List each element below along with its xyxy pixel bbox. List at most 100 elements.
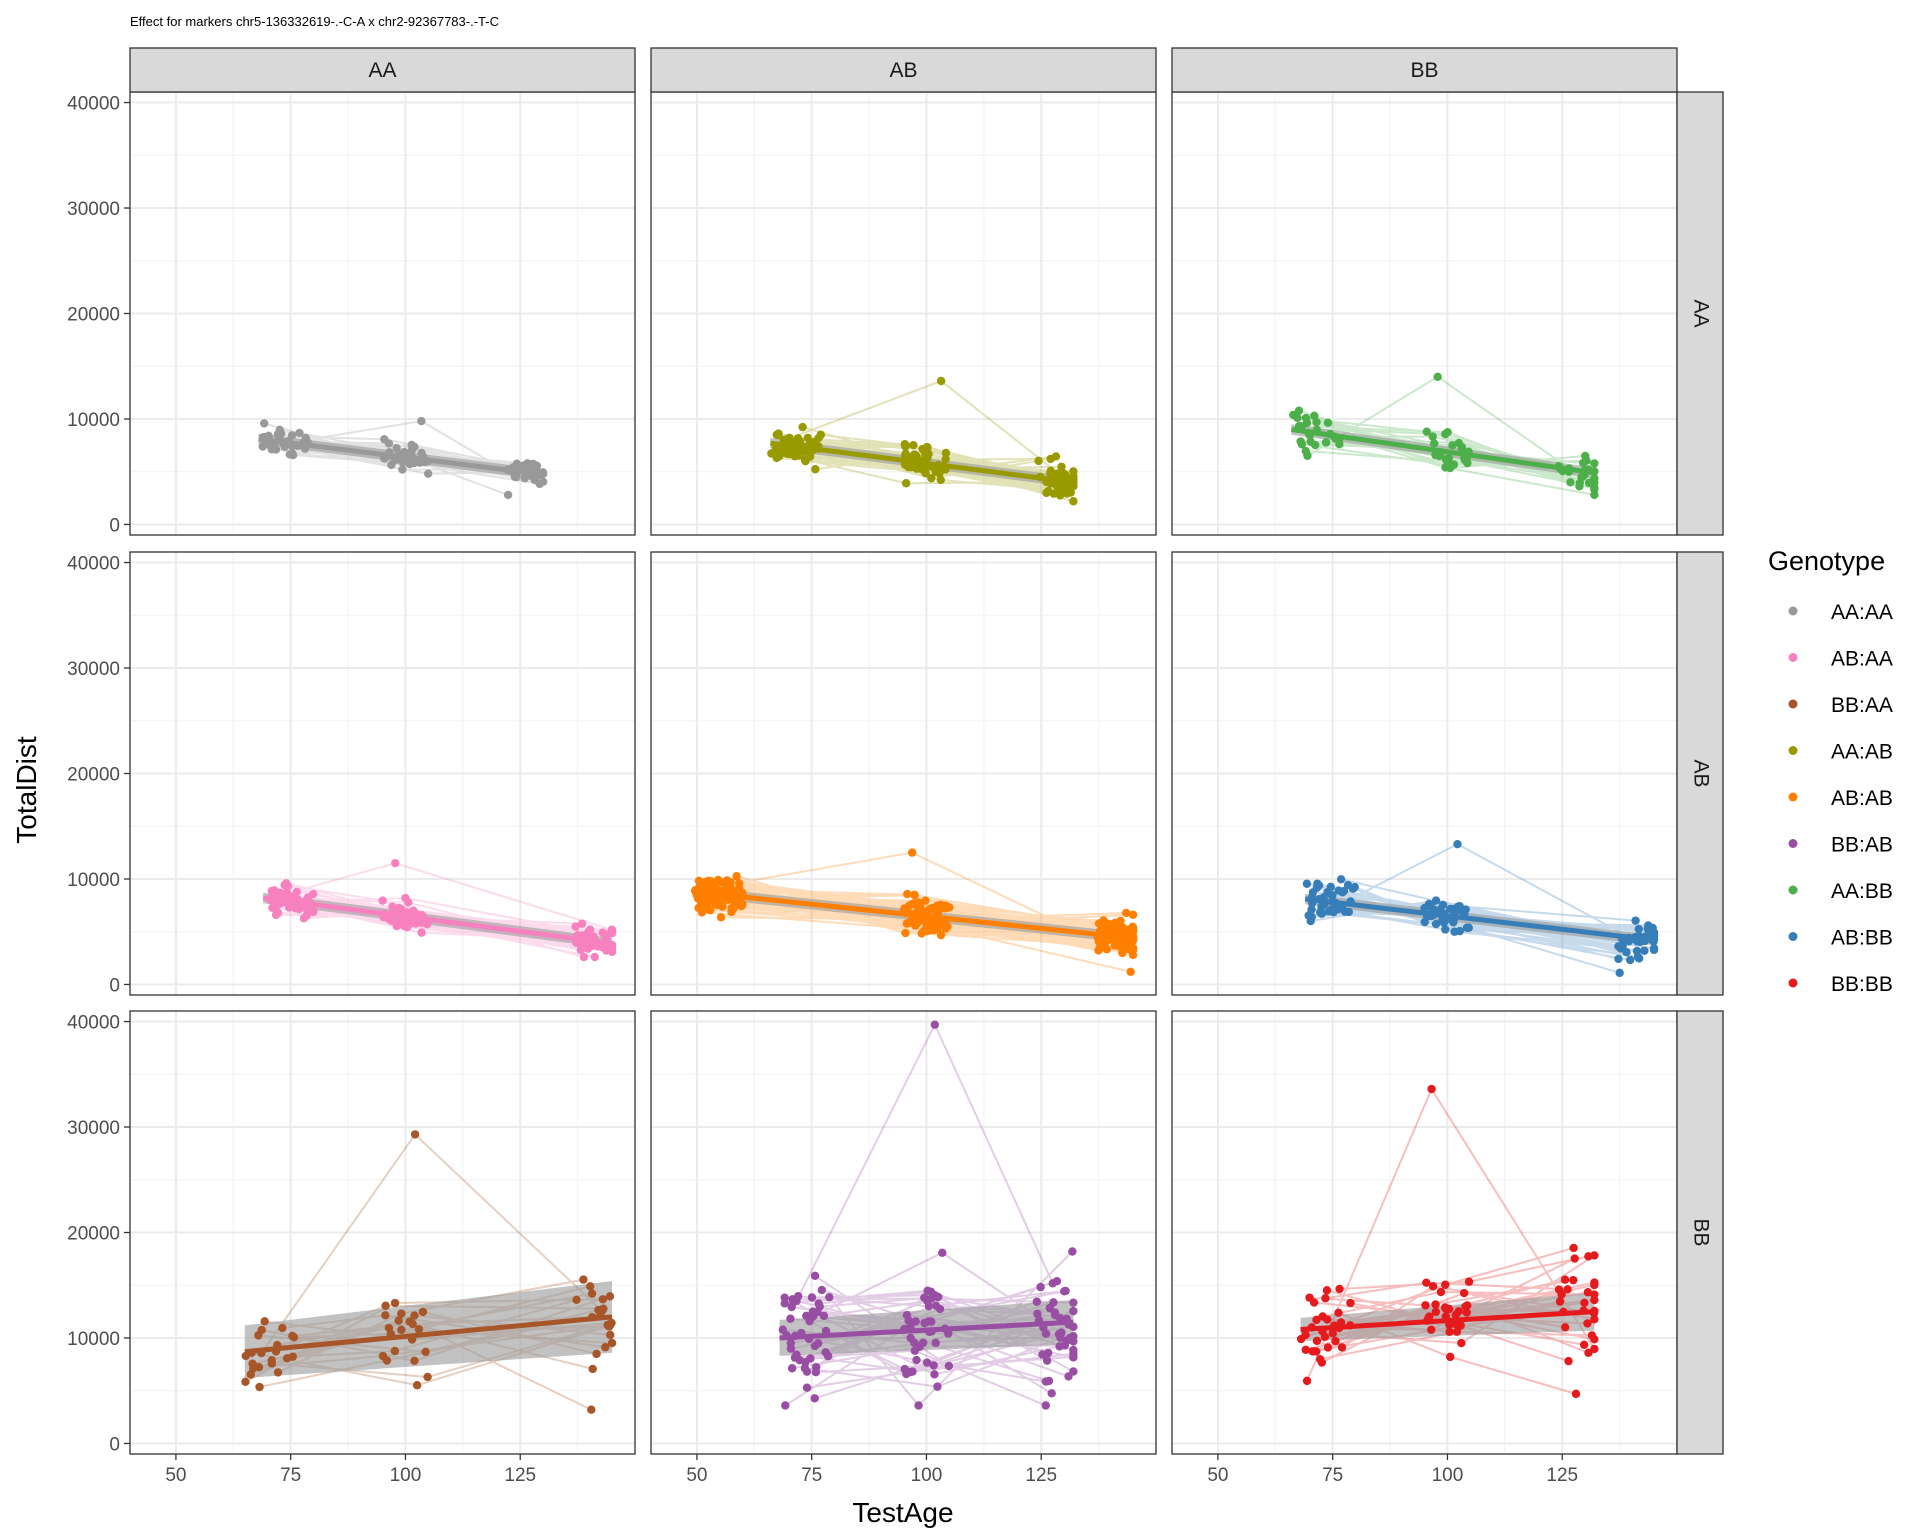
- data-point: [696, 903, 706, 913]
- x-axis-title: TestAge: [852, 1497, 953, 1528]
- data-point: [1625, 955, 1635, 965]
- data-point: [793, 434, 803, 443]
- strip-top-ab: [650, 47, 1157, 93]
- data-point: [1116, 916, 1125, 926]
- data-point: [410, 1311, 419, 1320]
- data-point: [1441, 1304, 1451, 1314]
- data-point: [1433, 372, 1442, 381]
- data-point: [936, 376, 946, 386]
- data-point: [246, 1370, 255, 1379]
- data-point: [1649, 945, 1659, 955]
- data-point: [931, 1338, 940, 1348]
- data-point: [786, 1314, 795, 1323]
- y-tick-label: 40000: [67, 1013, 120, 1034]
- data-point: [530, 460, 539, 470]
- data-point: [944, 1361, 954, 1371]
- data-point: [405, 459, 414, 469]
- data-point: [901, 479, 911, 488]
- panel-bb-aa: [129, 1010, 636, 1455]
- data-point: [255, 1382, 264, 1392]
- panel-ab-aa: [129, 551, 636, 996]
- data-point: [1312, 1315, 1321, 1325]
- y-tick-label: 30000: [67, 1118, 120, 1139]
- y-axis-title: TotalDist: [11, 736, 42, 844]
- data-point: [921, 896, 930, 905]
- data-point: [1590, 485, 1599, 494]
- data-point: [930, 1370, 939, 1379]
- data-point: [807, 1293, 817, 1302]
- regression-line: [1291, 427, 1595, 476]
- data-point: [817, 1285, 827, 1295]
- regression-line: [244, 1314, 613, 1355]
- y-tick-label: 10000: [67, 870, 120, 891]
- data-point: [930, 1020, 940, 1029]
- legend-key-aa-bb: [1788, 885, 1798, 895]
- data-point: [813, 1339, 823, 1348]
- data-point: [607, 1338, 617, 1348]
- data-point: [706, 876, 715, 886]
- data-point: [388, 902, 397, 911]
- data-point: [786, 1338, 795, 1348]
- x-tick-label: 125: [504, 1465, 536, 1486]
- data-point: [579, 952, 589, 962]
- data-point: [1042, 1356, 1052, 1365]
- data-point: [391, 858, 400, 868]
- data-point: [1033, 1309, 1042, 1319]
- data-point: [254, 1331, 263, 1340]
- strip-label-row-bb: BB: [1689, 1218, 1712, 1246]
- legend-label: AA:AB: [1831, 741, 1893, 764]
- data-point: [267, 445, 276, 454]
- data-point: [730, 897, 739, 906]
- data-point: [909, 440, 918, 450]
- data-point: [607, 947, 617, 957]
- data-point: [390, 1298, 400, 1308]
- data-point: [1055, 1342, 1064, 1351]
- data-point: [906, 900, 916, 910]
- data-point: [923, 1296, 932, 1306]
- data-point: [929, 926, 938, 935]
- data-point: [1328, 891, 1337, 900]
- data-point: [922, 1358, 932, 1367]
- regression-line: [770, 440, 1074, 485]
- data-point: [1649, 928, 1659, 937]
- data-point: [789, 1297, 798, 1307]
- data-point: [929, 1361, 938, 1370]
- facet-panels: [129, 91, 1678, 1455]
- legend-label: AA:AA: [1831, 601, 1893, 624]
- data-point: [380, 435, 389, 444]
- legend-label: AA:BB: [1831, 880, 1893, 903]
- data-point: [1337, 1343, 1347, 1352]
- data-point: [1560, 1323, 1570, 1332]
- data-point: [1049, 489, 1058, 498]
- data-point: [398, 465, 407, 474]
- data-point: [1335, 1284, 1344, 1294]
- data-point: [1346, 1298, 1355, 1308]
- data-point: [598, 1295, 608, 1304]
- data-point: [1041, 1401, 1050, 1410]
- data-point: [410, 1130, 420, 1139]
- legend-key-ab-aa: [1788, 653, 1798, 662]
- data-point: [780, 1299, 789, 1308]
- y-tick-label: 10000: [67, 1329, 120, 1350]
- data-point: [1334, 1308, 1343, 1318]
- data-point: [941, 448, 951, 458]
- data-point: [588, 1364, 597, 1374]
- y-tick-label: 40000: [67, 554, 120, 575]
- data-point: [295, 428, 304, 438]
- data-point: [803, 433, 812, 443]
- panel-aa-bb: [1171, 91, 1678, 536]
- data-point: [933, 901, 943, 911]
- data-point: [1571, 1389, 1581, 1399]
- legend-key-ab-ab: [1788, 792, 1798, 802]
- data-point: [920, 1318, 929, 1328]
- data-point: [1049, 1298, 1058, 1307]
- data-point: [1424, 899, 1434, 909]
- data-point: [382, 1356, 392, 1365]
- data-point: [1306, 437, 1315, 446]
- data-point: [1301, 1345, 1310, 1355]
- confidence-band: [244, 1281, 613, 1379]
- data-point: [915, 1342, 924, 1352]
- data-point: [706, 905, 715, 915]
- data-point: [1095, 919, 1105, 928]
- data-point: [1312, 883, 1321, 893]
